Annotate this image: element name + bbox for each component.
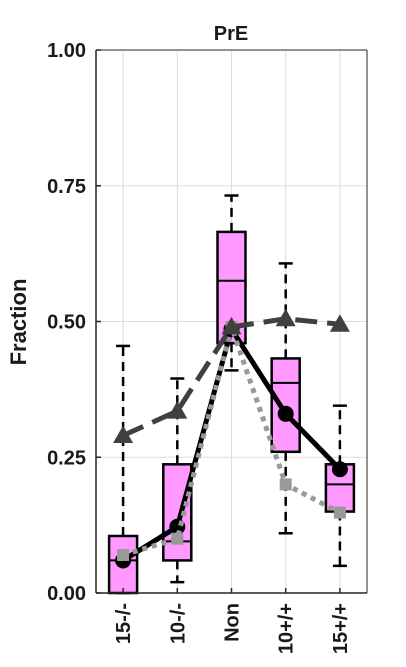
point-square — [279, 478, 292, 491]
series-line — [122, 316, 341, 438]
series-line — [122, 324, 342, 558]
point-circle — [331, 461, 348, 478]
y-tick-label: 0.75 — [47, 176, 86, 198]
y-tick-label: 0.00 — [47, 583, 86, 605]
y-tick-label: 1.00 — [47, 40, 86, 62]
box-15+/+ — [324, 404, 356, 568]
box-iqr — [270, 357, 301, 454]
x-tick-label: 10-/- — [167, 603, 189, 644]
point-square — [117, 548, 130, 561]
y-tick-label: 0.25 — [47, 447, 86, 469]
axes: 0.00 0.25 0.50 0.75 1.00 15-/- 10-/- Non 10+/+ 15… — [47, 40, 368, 654]
y-axis-label: Fraction — [6, 279, 31, 366]
point-square — [333, 506, 346, 519]
y-tick-label: 0.50 — [47, 312, 86, 334]
point-triangle — [275, 308, 296, 327]
point-circle — [277, 405, 294, 422]
box-10+/+ — [270, 262, 301, 535]
x-tick-label: 10+/+ — [276, 603, 298, 654]
x-tick-label: 15-/- — [113, 603, 135, 644]
point-triangle — [329, 314, 350, 332]
box-iqr — [162, 463, 193, 562]
x-tick-label: 15+/+ — [330, 603, 352, 654]
point-triangle — [221, 316, 242, 335]
series-dashed — [113, 308, 350, 444]
point-triangle — [113, 425, 134, 444]
chart-title: PrE — [214, 23, 248, 45]
x-tick-label: Non — [222, 603, 244, 642]
point-square — [171, 532, 184, 545]
point-triangle — [167, 401, 188, 419]
series-layer — [113, 308, 350, 569]
